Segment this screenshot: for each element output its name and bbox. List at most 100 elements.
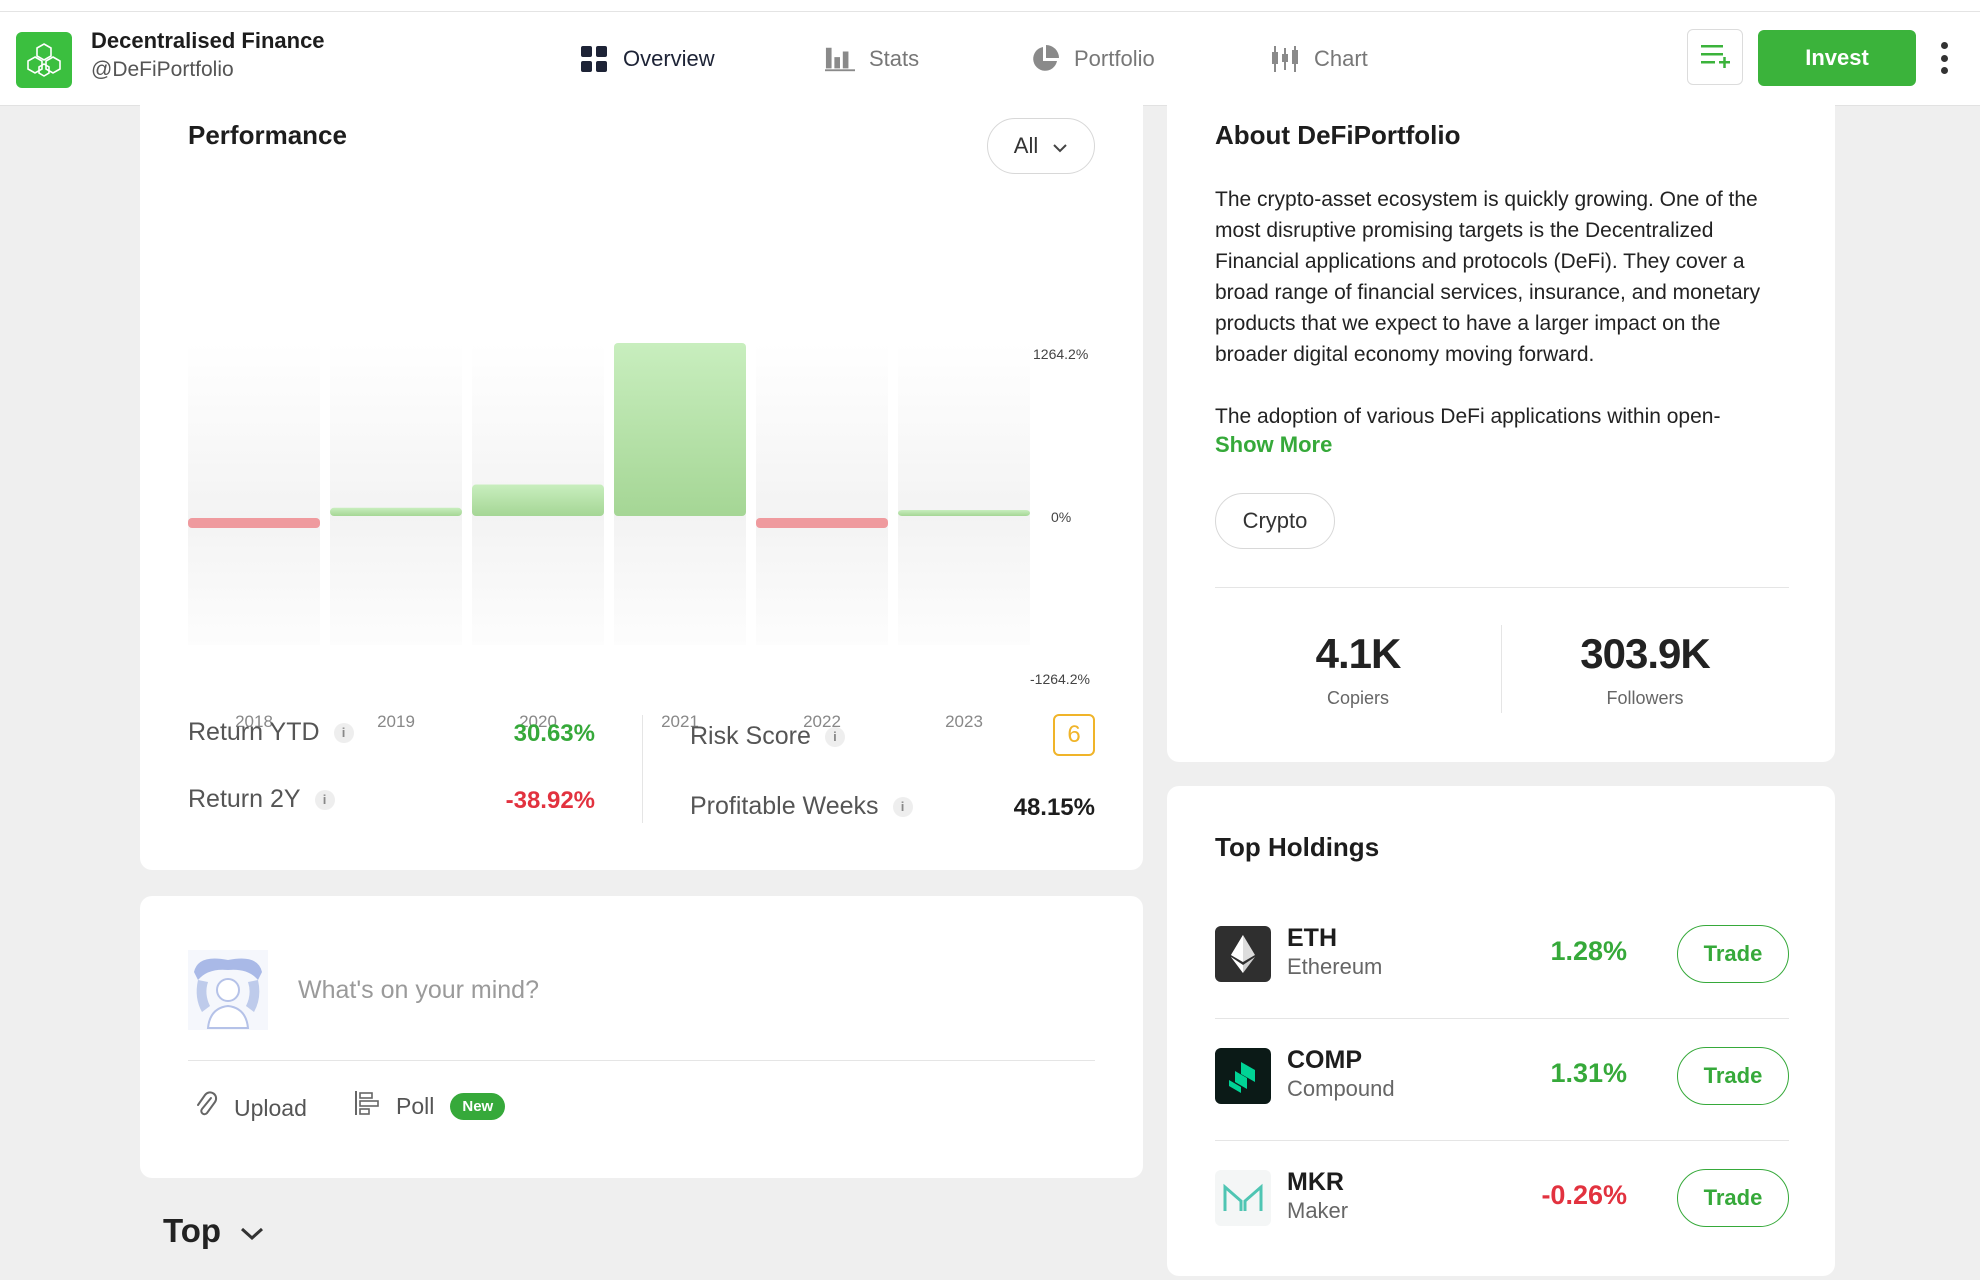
risk-score-text: Risk Score (690, 722, 811, 750)
divider (1501, 625, 1502, 713)
followers-label: Followers (1606, 688, 1684, 708)
return-ytd-label: Return YTD i (188, 718, 354, 747)
brand-name: Decentralised Finance (91, 28, 325, 53)
holding-symbol: MKR (1287, 1168, 1344, 1196)
chart-column-bg (472, 516, 604, 673)
chart-bar-2021[interactable] (614, 343, 746, 516)
return-ytd-text: Return YTD (188, 718, 320, 746)
top-holdings-title: Top Holdings (1215, 832, 1380, 862)
top-holdings-card: Top Holdings ETH Ethereum 1.28% Trade CO… (1167, 786, 1835, 1276)
grid-icon (579, 44, 609, 74)
candlestick-icon (1270, 44, 1300, 74)
chart-column-bg (188, 343, 320, 516)
chart-column-bg (330, 343, 462, 516)
chart-bar-2023[interactable] (898, 510, 1030, 516)
chart-column-bg (756, 343, 888, 516)
performance-chart-svg (188, 343, 1030, 673)
chart-column-bg (614, 516, 746, 673)
more-options-icon[interactable] (1936, 38, 1952, 78)
performance-chart: 1264.2% 0% -1264.2% 2018 2019 2020 2021 2022… (188, 245, 1090, 731)
risk-score-badge: 6 (1053, 714, 1095, 756)
upload-button[interactable]: Upload (194, 1090, 307, 1126)
info-icon[interactable]: i (892, 796, 913, 817)
chart-column-bg (898, 516, 1030, 673)
holding-name: Ethereum (1287, 954, 1383, 979)
info-icon[interactable]: i (824, 726, 845, 747)
copiers-label: Copiers (1326, 688, 1390, 708)
x-tick-label: 2021 (661, 712, 699, 731)
profitable-weeks-text: Profitable Weeks (690, 792, 879, 820)
upload-label: Upload (234, 1094, 307, 1121)
show-more-link[interactable]: Show More (1215, 432, 1333, 457)
holding-symbol: ETH (1287, 924, 1337, 952)
holding-row[interactable]: COMP Compound 1.31% Trade (1215, 1012, 1789, 1132)
chart-column-bg (330, 516, 462, 673)
holding-change: 1.31% (1550, 1058, 1627, 1088)
poll-button[interactable]: Poll New (354, 1090, 506, 1122)
profitable-weeks-value: 48.15% (1013, 794, 1095, 821)
about-card: About DeFiPortfolio The crypto-asset eco… (1167, 90, 1835, 762)
chevron-down-icon (1052, 133, 1068, 159)
info-icon[interactable]: i (314, 789, 335, 810)
info-icon[interactable]: i (333, 722, 354, 743)
feed-sort-label: Top (163, 1212, 222, 1249)
holding-change: 1.28% (1550, 936, 1627, 966)
tab-chart[interactable]: Chart (1270, 12, 1368, 106)
y-tick-label: -1264.2% (1030, 671, 1090, 687)
avatar (188, 950, 268, 1030)
trade-button[interactable]: Trade (1677, 1169, 1789, 1227)
chart-bar-2020[interactable] (472, 484, 604, 516)
holding-name: Compound (1287, 1076, 1395, 1101)
invest-button[interactable]: Invest (1758, 30, 1916, 86)
chart-bar-2018[interactable] (188, 518, 320, 528)
tab-portfolio[interactable]: Portfolio (1030, 12, 1155, 106)
chart-column-bg (898, 343, 1030, 516)
chart-column-bg (188, 516, 320, 673)
x-tick-label: 2023 (945, 712, 983, 731)
y-tick-label: 0% (1051, 509, 1072, 525)
trade-button[interactable]: Trade (1677, 925, 1789, 983)
holding-name: Maker (1287, 1198, 1349, 1223)
about-description: The crypto-asset ecosystem is quickly gr… (1215, 184, 1795, 463)
trade-button[interactable]: Trade (1677, 1047, 1789, 1105)
post-input[interactable] (298, 976, 978, 1005)
holding-change: -0.26% (1541, 1180, 1627, 1210)
about-paragraph: The adoption of various DeFi application… (1215, 405, 1721, 428)
divider (1215, 587, 1789, 588)
copiers-count: 4.1K (1315, 630, 1402, 677)
tab-label: Chart (1314, 46, 1368, 71)
chart-bar-2022[interactable] (756, 518, 888, 528)
holding-row[interactable]: MKR Maker -0.26% Trade (1215, 1134, 1789, 1254)
risk-score-label: Risk Score i (690, 722, 845, 751)
x-tick-label: 2019 (377, 712, 415, 731)
poll-icon (354, 1090, 382, 1122)
pie-chart-icon (1030, 44, 1060, 74)
x-tick-label: 2020 (519, 712, 557, 731)
list-add-icon (1699, 42, 1731, 73)
feed-sort-dropdown[interactable]: Top (163, 1212, 265, 1250)
profitable-weeks-label: Profitable Weeks i (690, 792, 913, 821)
paperclip-icon (194, 1090, 220, 1126)
divider (188, 1060, 1095, 1061)
about-paragraph: The crypto-asset ecosystem is quickly gr… (1215, 188, 1761, 366)
add-to-watchlist-button[interactable] (1687, 29, 1743, 85)
tab-label: Stats (869, 46, 920, 71)
chart-column-bg (756, 516, 888, 673)
return-2y-text: Return 2Y (188, 785, 301, 813)
return-2y-value: -38.92% (505, 787, 595, 814)
followers-count: 303.9K (1580, 630, 1710, 677)
tag-chip[interactable]: Crypto (1215, 493, 1335, 549)
poll-label: Poll (396, 1092, 435, 1119)
return-ytd-value: 30.63% (513, 720, 595, 747)
performance-title: Performance (188, 120, 347, 150)
about-title: About DeFiPortfolio (1215, 120, 1461, 150)
tab-stats[interactable]: Stats (825, 12, 919, 106)
chart-bar-2019[interactable] (330, 507, 462, 516)
new-badge: New (450, 1092, 506, 1120)
period-filter-dropdown[interactable]: All (987, 118, 1095, 174)
brand-handle: @DeFiPortfolio (91, 58, 234, 81)
x-tick-label: 2018 (235, 712, 273, 731)
chevron-down-icon (239, 1212, 265, 1250)
holding-row[interactable]: ETH Ethereum 1.28% Trade (1215, 890, 1789, 1010)
x-tick-label: 2022 (803, 712, 841, 731)
